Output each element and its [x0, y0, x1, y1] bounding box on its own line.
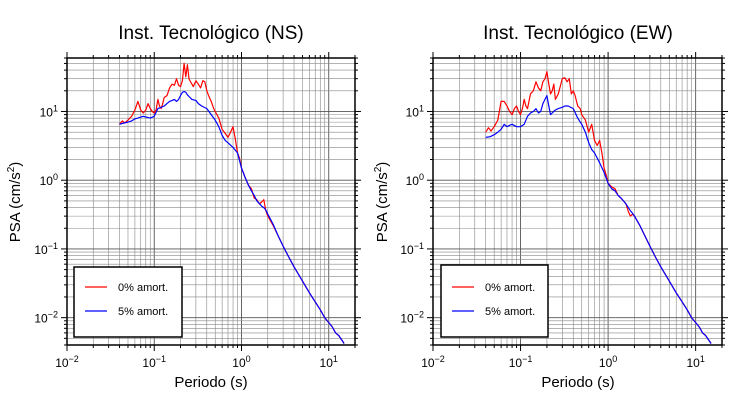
y-tick-label: 10−1 — [400, 241, 424, 257]
y-tick-label-base: 10 — [40, 174, 54, 188]
series-lines — [485, 70, 712, 344]
x-tick-label-exp: 1 — [700, 354, 705, 364]
y-tick-label-exp: −2 — [48, 310, 58, 320]
y-tick-label-exp: 0 — [419, 172, 424, 182]
x-tick-label-exp: 0 — [612, 354, 617, 364]
chart-ns: Inst. Tecnológico (NS) 10−2 10−1 100 101 10… — [6, 23, 361, 391]
y-axis-label: PSA (cm/s2) — [373, 162, 391, 243]
grid — [61, 52, 361, 351]
y-tick-label-exp: 1 — [53, 103, 58, 113]
x-tick-label: 10−1 — [509, 354, 533, 370]
y-tick-label-base: 10 — [400, 243, 414, 257]
y-tick-label-base: 10 — [400, 312, 414, 326]
x-tick-labels: 10−2 10−1 100 101 — [55, 354, 338, 370]
y-tick-label-base: 10 — [406, 174, 420, 188]
legend-label-series-0: 0% amort. — [118, 282, 168, 294]
x-tick-label-base: 10 — [686, 356, 700, 370]
x-axis-label: Periodo (s) — [174, 374, 247, 391]
legend-label-series-1: 5% amort. — [485, 306, 535, 318]
y-tick-label-exp: 0 — [53, 172, 58, 182]
series-line-1 — [119, 90, 345, 344]
x-tick-label: 100 — [599, 354, 617, 370]
y-axis-label-main: PSA (cm/s — [7, 172, 24, 242]
x-tick-label-exp: −1 — [522, 354, 532, 364]
x-tick-label-base: 10 — [142, 356, 156, 370]
y-tick-label-exp: −1 — [48, 241, 58, 251]
chart-title: Inst. Tecnológico (NS) — [118, 23, 304, 44]
legend: 0% amort. 5% amort. — [73, 266, 183, 338]
chart-title: Inst. Tecnológico (EW) — [483, 23, 673, 44]
x-tick-label: 10−2 — [421, 354, 445, 370]
x-axis-label: Periodo (s) — [541, 374, 614, 391]
y-axis-label-sup: 2 — [6, 166, 17, 172]
y-tick-label-base: 10 — [34, 243, 48, 257]
x-tick-label-base: 10 — [320, 356, 334, 370]
plot-frame — [66, 57, 356, 346]
y-tick-label-exp: −1 — [414, 241, 424, 251]
x-tick-label-exp: 1 — [333, 354, 338, 364]
y-tick-label: 100 — [406, 172, 424, 188]
y-tick-label: 10−2 — [34, 310, 58, 326]
y-tick-label-base: 10 — [40, 105, 54, 119]
y-tick-label: 101 — [406, 103, 424, 119]
x-tick-label: 101 — [686, 354, 704, 370]
y-axis-label-close: ) — [374, 162, 391, 167]
series-lines — [119, 62, 345, 344]
y-tick-label-exp: 1 — [419, 103, 424, 113]
y-axis-label-main: PSA (cm/s — [374, 172, 391, 242]
y-tick-label-base: 10 — [406, 105, 420, 119]
y-tick-label-exp: −2 — [414, 310, 424, 320]
x-tick-label-base: 10 — [421, 356, 435, 370]
plot-frame — [432, 57, 723, 346]
x-tick-label: 100 — [232, 354, 250, 370]
x-tick-label-exp: −1 — [156, 354, 166, 364]
x-tick-label-base: 10 — [232, 356, 246, 370]
y-tick-label: 10−2 — [400, 310, 424, 326]
x-tick-label: 10−2 — [55, 354, 79, 370]
y-axis-label-close: ) — [7, 162, 24, 167]
x-tick-labels: 10−2 10−1 100 101 — [421, 354, 705, 370]
chart-ew: Inst. Tecnológico (EW) 10−2 10−1 100 101 10… — [373, 23, 728, 391]
y-tick-label: 10−1 — [34, 241, 58, 257]
series-line-1 — [485, 94, 712, 344]
x-tick-label-exp: 0 — [246, 354, 251, 364]
legend-box — [73, 266, 183, 338]
x-tick-label-base: 10 — [599, 356, 613, 370]
y-tick-label: 101 — [40, 103, 58, 119]
y-axis-label: PSA (cm/s2) — [6, 162, 24, 243]
y-tick-label-base: 10 — [34, 312, 48, 326]
x-tick-label: 101 — [320, 354, 338, 370]
x-tick-label-exp: −2 — [435, 354, 445, 364]
x-tick-label: 10−1 — [142, 354, 166, 370]
x-tick-label-exp: −2 — [69, 354, 79, 364]
y-tick-label: 100 — [40, 172, 58, 188]
x-tick-label-base: 10 — [55, 356, 69, 370]
legend-label-series-1: 5% amort. — [118, 306, 168, 318]
x-tick-label-base: 10 — [509, 356, 523, 370]
y-axis-label-sup: 2 — [373, 166, 384, 172]
legend: 0% amort. 5% amort. — [440, 264, 549, 338]
legend-box — [440, 264, 549, 338]
legend-label-series-0: 0% amort. — [485, 282, 535, 294]
